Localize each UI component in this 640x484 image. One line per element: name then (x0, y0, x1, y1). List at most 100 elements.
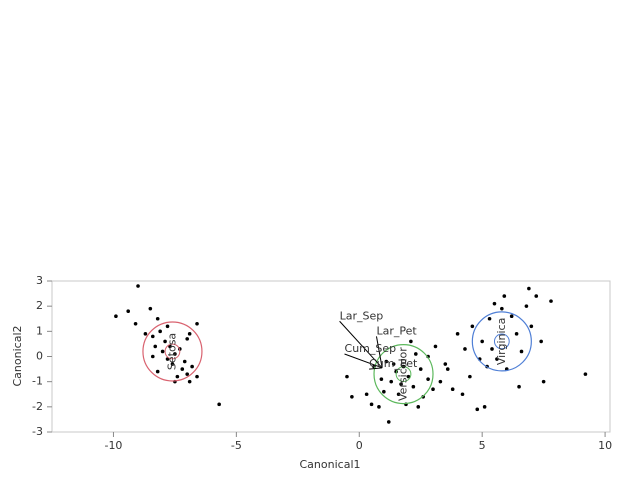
biplot-ray (339, 320, 383, 369)
point (500, 306, 504, 311)
point (468, 374, 472, 379)
point (155, 316, 160, 321)
point (527, 286, 531, 291)
point (173, 352, 177, 356)
point (369, 402, 374, 407)
group-circle (142, 321, 203, 382)
point (382, 389, 386, 394)
point (450, 387, 455, 392)
point (163, 339, 167, 344)
y-axis-label: Canonical2 (11, 326, 24, 387)
point (482, 405, 487, 409)
point (431, 387, 435, 392)
group-circle (471, 311, 532, 372)
point (549, 299, 553, 303)
point (475, 407, 480, 412)
point (158, 329, 162, 334)
point (217, 402, 221, 407)
point (168, 344, 172, 349)
point (495, 357, 499, 361)
point (377, 405, 381, 409)
point (416, 405, 421, 409)
point (350, 394, 354, 399)
ray-label: Cum_Sep (345, 342, 397, 355)
point (389, 379, 394, 384)
group-inner-circle (395, 366, 412, 382)
point (160, 349, 165, 354)
group-circle (373, 344, 434, 405)
point (136, 284, 140, 288)
point (529, 324, 534, 329)
biplot-ray (344, 353, 383, 369)
group-label: Virginica (495, 318, 508, 366)
point (143, 332, 148, 336)
biplot-ray (375, 336, 383, 368)
point (514, 332, 519, 336)
point (150, 354, 155, 359)
point (180, 367, 185, 371)
point (195, 374, 199, 379)
x-axis-label: Canonical1 (300, 458, 361, 471)
point (345, 374, 349, 379)
group-inner-circle (164, 343, 181, 360)
point (445, 367, 450, 371)
point (185, 337, 189, 341)
point (187, 332, 192, 336)
y-tick-label: 0 (36, 350, 43, 363)
point (155, 369, 160, 374)
point (418, 367, 423, 371)
point (170, 362, 175, 366)
point (399, 382, 403, 386)
point (165, 324, 170, 329)
group-inner-circle (493, 333, 510, 350)
point (426, 377, 430, 381)
point (490, 347, 494, 351)
x-tick-label: 10 (598, 439, 612, 452)
point (409, 339, 413, 344)
point (379, 377, 384, 381)
y-tick-label: -2 (32, 400, 43, 413)
point (455, 332, 460, 336)
point (364, 392, 369, 397)
point (492, 301, 497, 306)
point (517, 384, 521, 389)
x-tick-label: 0 (356, 439, 363, 452)
ray-label: Cum_Pet (369, 357, 418, 370)
ray-label: Lar_Sep (340, 309, 384, 322)
point (126, 309, 131, 314)
point (487, 316, 492, 321)
x-tick-label: -5 (231, 439, 242, 452)
plot-frame (51, 280, 611, 433)
point (411, 384, 416, 389)
point (114, 314, 118, 319)
y-tick-label: 2 (36, 299, 43, 312)
ray-label: Lar_Pet (376, 324, 417, 337)
point (463, 347, 467, 351)
point (470, 324, 475, 329)
biplot-ray (369, 367, 383, 370)
point (396, 392, 401, 397)
point (509, 314, 514, 319)
point (175, 374, 180, 379)
point (534, 294, 539, 298)
point (583, 372, 588, 376)
point (414, 352, 418, 356)
point (185, 372, 189, 376)
x-tick-label: 5 (479, 439, 486, 452)
point (460, 392, 465, 397)
y-tick-label: 3 (36, 274, 43, 287)
point (391, 362, 396, 366)
point (502, 294, 507, 298)
point (406, 374, 411, 379)
point (524, 304, 529, 308)
point (190, 364, 194, 369)
group-label: Setosa (165, 333, 178, 370)
y-tick-label: -1 (32, 375, 43, 388)
point (195, 321, 199, 326)
point (541, 379, 546, 384)
group-label: Versicolor (397, 347, 410, 401)
point (438, 379, 443, 384)
point (519, 349, 524, 354)
point (433, 344, 438, 349)
